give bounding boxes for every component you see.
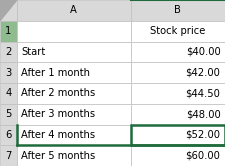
Text: After 2 months: After 2 months (21, 88, 96, 98)
Text: After 3 months: After 3 months (21, 109, 95, 119)
Text: 6: 6 (5, 130, 12, 140)
Text: $44.50: $44.50 (186, 88, 220, 98)
Text: After 1 month: After 1 month (21, 68, 90, 78)
Text: A: A (70, 5, 77, 15)
Bar (130, 124, 225, 145)
Text: Start: Start (21, 47, 46, 57)
Text: $52.00: $52.00 (185, 130, 220, 140)
Text: After 4 months: After 4 months (21, 130, 95, 140)
Text: B: B (174, 5, 181, 15)
Text: $48.00: $48.00 (186, 109, 220, 119)
Bar (17, 104, 130, 124)
Bar (17, 42, 130, 62)
Text: 1: 1 (5, 26, 12, 36)
Bar (130, 21, 225, 42)
Text: 5: 5 (5, 109, 12, 119)
Bar (17, 83, 130, 104)
Text: $42.00: $42.00 (186, 68, 220, 78)
Text: 3: 3 (5, 68, 11, 78)
Bar (130, 145, 225, 166)
Bar (130, 62, 225, 83)
Bar (130, 124, 225, 145)
Text: 7: 7 (5, 151, 12, 161)
Bar (0, 145, 17, 166)
Bar (17, 0, 130, 21)
Bar (17, 145, 130, 166)
Bar (130, 104, 225, 124)
Bar (0, 0, 17, 21)
Text: Stock price: Stock price (150, 26, 205, 36)
Text: 4: 4 (5, 88, 11, 98)
Bar (0, 42, 17, 62)
Text: $40.00: $40.00 (186, 47, 220, 57)
Text: After 5 months: After 5 months (21, 151, 96, 161)
Bar (130, 42, 225, 62)
Polygon shape (0, 0, 17, 21)
Text: 2: 2 (5, 47, 12, 57)
Text: $60.00: $60.00 (186, 151, 220, 161)
Bar (0, 21, 17, 42)
Bar (130, 83, 225, 104)
Bar (0, 104, 17, 124)
Bar (17, 62, 130, 83)
Bar (0, 62, 17, 83)
Bar (0, 83, 17, 104)
Bar (130, 0, 225, 21)
Bar (0, 124, 17, 145)
Bar (17, 21, 130, 42)
Bar (17, 124, 130, 145)
